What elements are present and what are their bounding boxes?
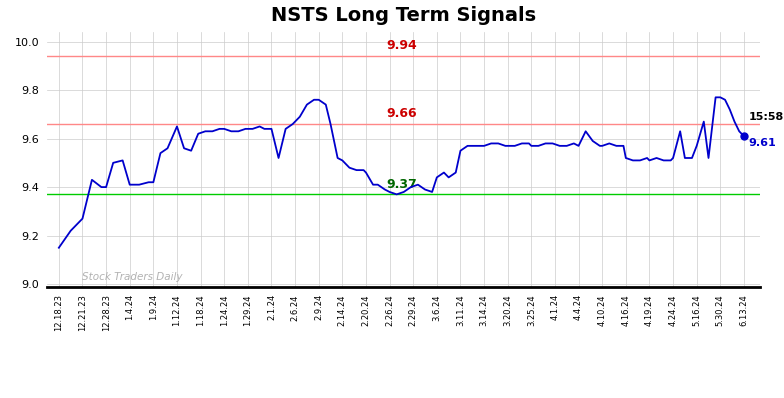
Text: 9.66: 9.66 (386, 107, 417, 120)
Text: 9.37: 9.37 (386, 178, 417, 191)
Text: 9.61: 9.61 (749, 139, 776, 148)
Text: 9.94: 9.94 (386, 39, 417, 53)
Title: NSTS Long Term Signals: NSTS Long Term Signals (271, 6, 536, 25)
Text: Stock Traders Daily: Stock Traders Daily (82, 272, 183, 282)
Text: 15:58: 15:58 (749, 112, 784, 122)
